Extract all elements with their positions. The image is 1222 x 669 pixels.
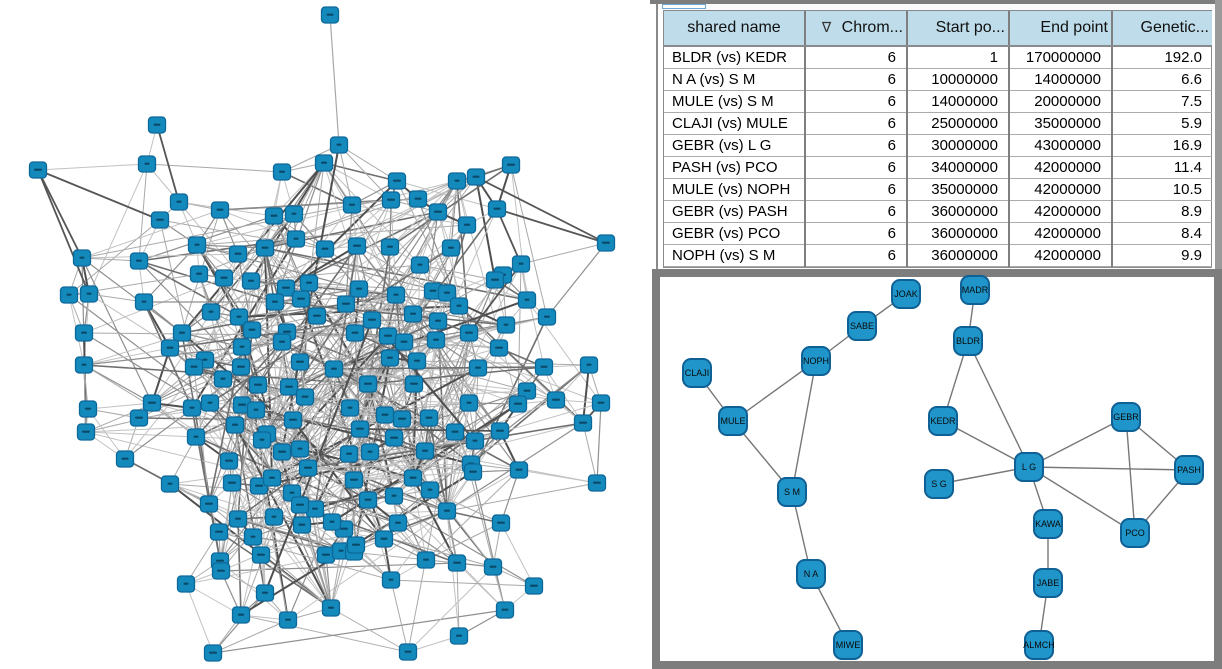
svg-text:MULE: MULE — [720, 416, 745, 426]
svg-text:JOAK: JOAK — [894, 289, 918, 299]
svg-text:BLDR: BLDR — [956, 336, 981, 346]
svg-text:PASH: PASH — [1177, 465, 1201, 475]
svg-text:MADR: MADR — [962, 285, 989, 295]
svg-text:NOPH: NOPH — [803, 356, 829, 366]
svg-text:S G: S G — [931, 479, 947, 489]
svg-text:KAWA: KAWA — [1035, 519, 1061, 529]
svg-text:CLAJI: CLAJI — [685, 368, 710, 378]
svg-text:L G: L G — [1022, 462, 1036, 472]
svg-text:KEDR: KEDR — [930, 416, 956, 426]
svg-text:GEBR: GEBR — [1113, 412, 1139, 422]
svg-text:S M: S M — [784, 487, 800, 497]
svg-text:MIWE: MIWE — [836, 640, 861, 650]
svg-text:N A: N A — [804, 569, 819, 579]
svg-text:PCO: PCO — [1125, 528, 1145, 538]
svg-text:JABE: JABE — [1037, 578, 1060, 588]
svg-text:SABE: SABE — [850, 321, 874, 331]
svg-text:ALMCH: ALMCH — [1023, 640, 1055, 650]
